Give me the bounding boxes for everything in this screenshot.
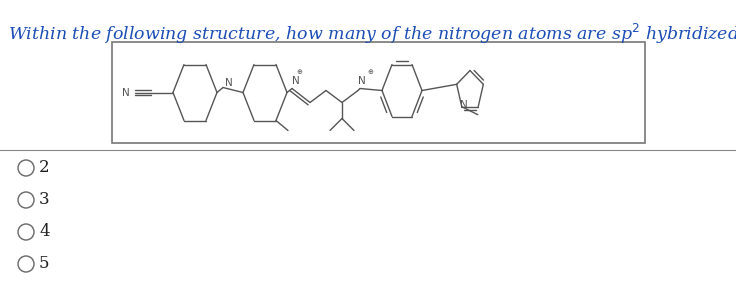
Text: ⊕: ⊕: [296, 69, 302, 75]
Text: N: N: [122, 88, 130, 98]
Text: ⊕: ⊕: [367, 69, 373, 75]
Text: N: N: [292, 76, 300, 85]
Text: 5: 5: [39, 255, 49, 272]
Circle shape: [18, 256, 34, 272]
Text: 2: 2: [39, 159, 49, 176]
Text: Within the following structure, how many of the nitrogen atoms are sp$^2$ hybrid: Within the following structure, how many…: [8, 22, 736, 46]
Circle shape: [18, 224, 34, 240]
Text: 4: 4: [39, 223, 49, 240]
Text: N: N: [358, 76, 366, 85]
Circle shape: [18, 192, 34, 208]
Bar: [112, 42, 645, 143]
Text: N: N: [225, 79, 233, 88]
Text: N: N: [460, 101, 468, 111]
Text: 3: 3: [39, 191, 49, 208]
Circle shape: [18, 160, 34, 176]
